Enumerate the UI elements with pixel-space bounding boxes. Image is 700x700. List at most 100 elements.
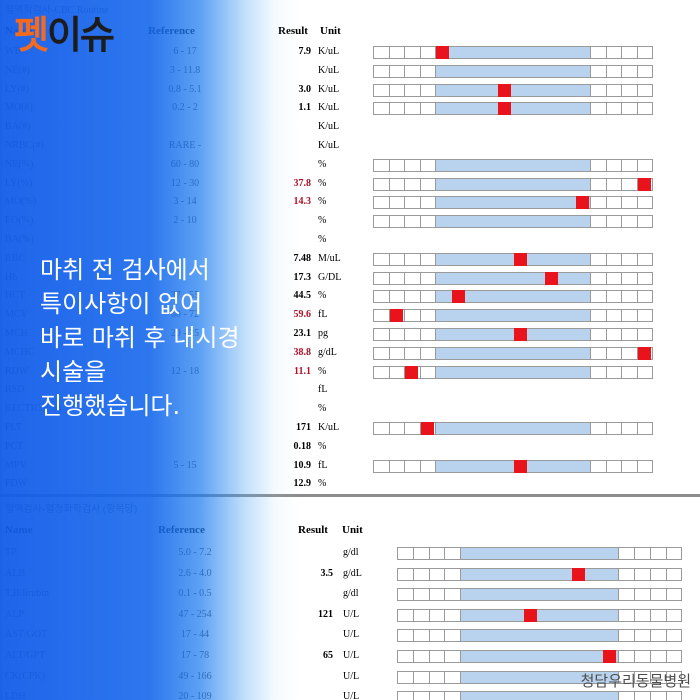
lab-reference-range: 5.0 - 7.2 — [178, 547, 212, 558]
lab-test-name: ALP — [5, 608, 24, 620]
lab-unit: K/uL — [318, 64, 340, 76]
lab-unit: g/dL — [343, 567, 362, 579]
lab-test-name: RBC — [5, 252, 26, 264]
normal-range-band — [460, 567, 620, 581]
lab-unit: pg — [318, 328, 328, 339]
lab-test-name: EO(%) — [5, 215, 34, 227]
range-cell — [428, 691, 446, 700]
range-cell — [404, 196, 421, 210]
lab-test-name: BA(#) — [5, 121, 31, 133]
normal-range-band — [460, 629, 620, 643]
lab-row: ALT/GPT 17 - 78 65 U/L — [0, 648, 700, 666]
range-cell — [428, 547, 446, 560]
logo-part-2: 이슈 — [46, 13, 115, 57]
lab-unit: % — [318, 403, 327, 415]
range-cell — [419, 46, 436, 59]
caption-line: 진행했습니다. — [40, 392, 181, 420]
range-cell — [665, 588, 683, 602]
range-cell — [590, 290, 607, 304]
range-cell — [419, 102, 436, 116]
normal-range-band — [435, 346, 591, 360]
range-cell — [404, 102, 421, 116]
lab-reference-range: 2 - 10 — [173, 215, 197, 227]
lab-result-value: 23.1 — [293, 328, 312, 339]
caption-line: 마취 전 검사에서 — [40, 256, 210, 284]
lab-test-name: LDH — [5, 691, 26, 700]
lab-unit: K/uL — [318, 102, 340, 114]
result-marker — [498, 83, 511, 97]
range-cell — [636, 83, 653, 97]
range-cell — [590, 46, 607, 59]
range-cell — [373, 422, 390, 435]
lab-row: PCT 0.18% — [0, 439, 700, 457]
range-cell — [412, 588, 430, 602]
lab-result-value: 171 — [296, 422, 311, 433]
range-cell — [428, 567, 446, 581]
lab-reference-range: 60 - 80 — [170, 158, 200, 170]
range-cell — [605, 346, 622, 360]
result-marker — [524, 608, 538, 622]
range-cell — [665, 629, 683, 643]
lab-row: ALB 2.6 - 4.0 3.5 g/dL — [0, 566, 700, 584]
range-cell — [388, 46, 405, 59]
lab-unit: % — [318, 478, 327, 490]
lab-test-name: TP — [5, 547, 17, 558]
range-cell — [605, 64, 622, 78]
range-cell — [373, 102, 390, 116]
range-cell — [373, 46, 390, 59]
lab-result-value: 12.9 — [293, 478, 312, 490]
lab-row: NE(%) 60 - 80% — [0, 157, 700, 175]
range-cell — [649, 650, 667, 663]
range-cell — [412, 629, 430, 643]
range-cell — [590, 252, 607, 266]
range-cell — [397, 608, 414, 622]
brand-logo: 펫이슈 — [14, 4, 115, 59]
range-cell — [388, 83, 405, 97]
range-cell — [412, 670, 430, 684]
range-cell — [419, 365, 436, 379]
range-cell — [373, 64, 390, 78]
range-cell — [397, 567, 414, 581]
range-cell — [419, 158, 436, 172]
result-marker — [389, 309, 403, 323]
range-cell — [605, 83, 622, 97]
range-cell — [605, 177, 622, 191]
normal-range-band — [435, 365, 591, 379]
range-cell — [419, 252, 436, 266]
normal-range-band — [460, 547, 620, 560]
range-cell — [388, 215, 405, 229]
range-cell — [665, 608, 683, 622]
range-cell — [412, 650, 430, 663]
lab-row: LY(#) 0.8 - 5.1 3.0 K/uL — [0, 82, 700, 100]
lab-unit: % — [318, 177, 327, 189]
range-cell — [397, 629, 414, 643]
cbc-header-reference: Reference — [148, 25, 195, 37]
lab-reference-range: 17 - 78 — [180, 650, 210, 661]
range-cell — [373, 252, 390, 266]
range-cell — [590, 102, 607, 116]
caption-text: 마취 전 검사에서 특이사항이 없어 바로 마취 후 내시경 시술을 진행했습니… — [40, 253, 240, 423]
range-cell — [634, 567, 651, 581]
lab-result-value: 121 — [318, 608, 333, 620]
chem-header-unit: Unit — [342, 524, 363, 536]
normal-range-band — [460, 691, 620, 700]
lab-unit: U/L — [343, 608, 360, 620]
range-cell — [412, 567, 430, 581]
lab-test-name: NE(#) — [5, 64, 30, 76]
lab-reference-range: RARE - — [168, 140, 202, 151]
range-cell — [605, 196, 622, 210]
lab-test-name: MCV — [5, 309, 28, 321]
range-cell — [412, 691, 430, 700]
range-cell — [444, 670, 462, 684]
range-cell — [605, 309, 622, 323]
lab-result-value: 38.8 — [293, 346, 312, 358]
range-cell — [419, 196, 436, 210]
range-cell — [404, 177, 421, 191]
range-cell — [605, 252, 622, 266]
lab-row: ALP 47 - 254 121 U/L — [0, 607, 700, 625]
lab-result-value: 17.3 — [293, 271, 312, 283]
lab-result-value: 10.9 — [293, 459, 312, 471]
result-marker — [603, 650, 617, 663]
lab-row: T.Bilirubin 0.1 - 0.5 g/dl — [0, 586, 700, 604]
